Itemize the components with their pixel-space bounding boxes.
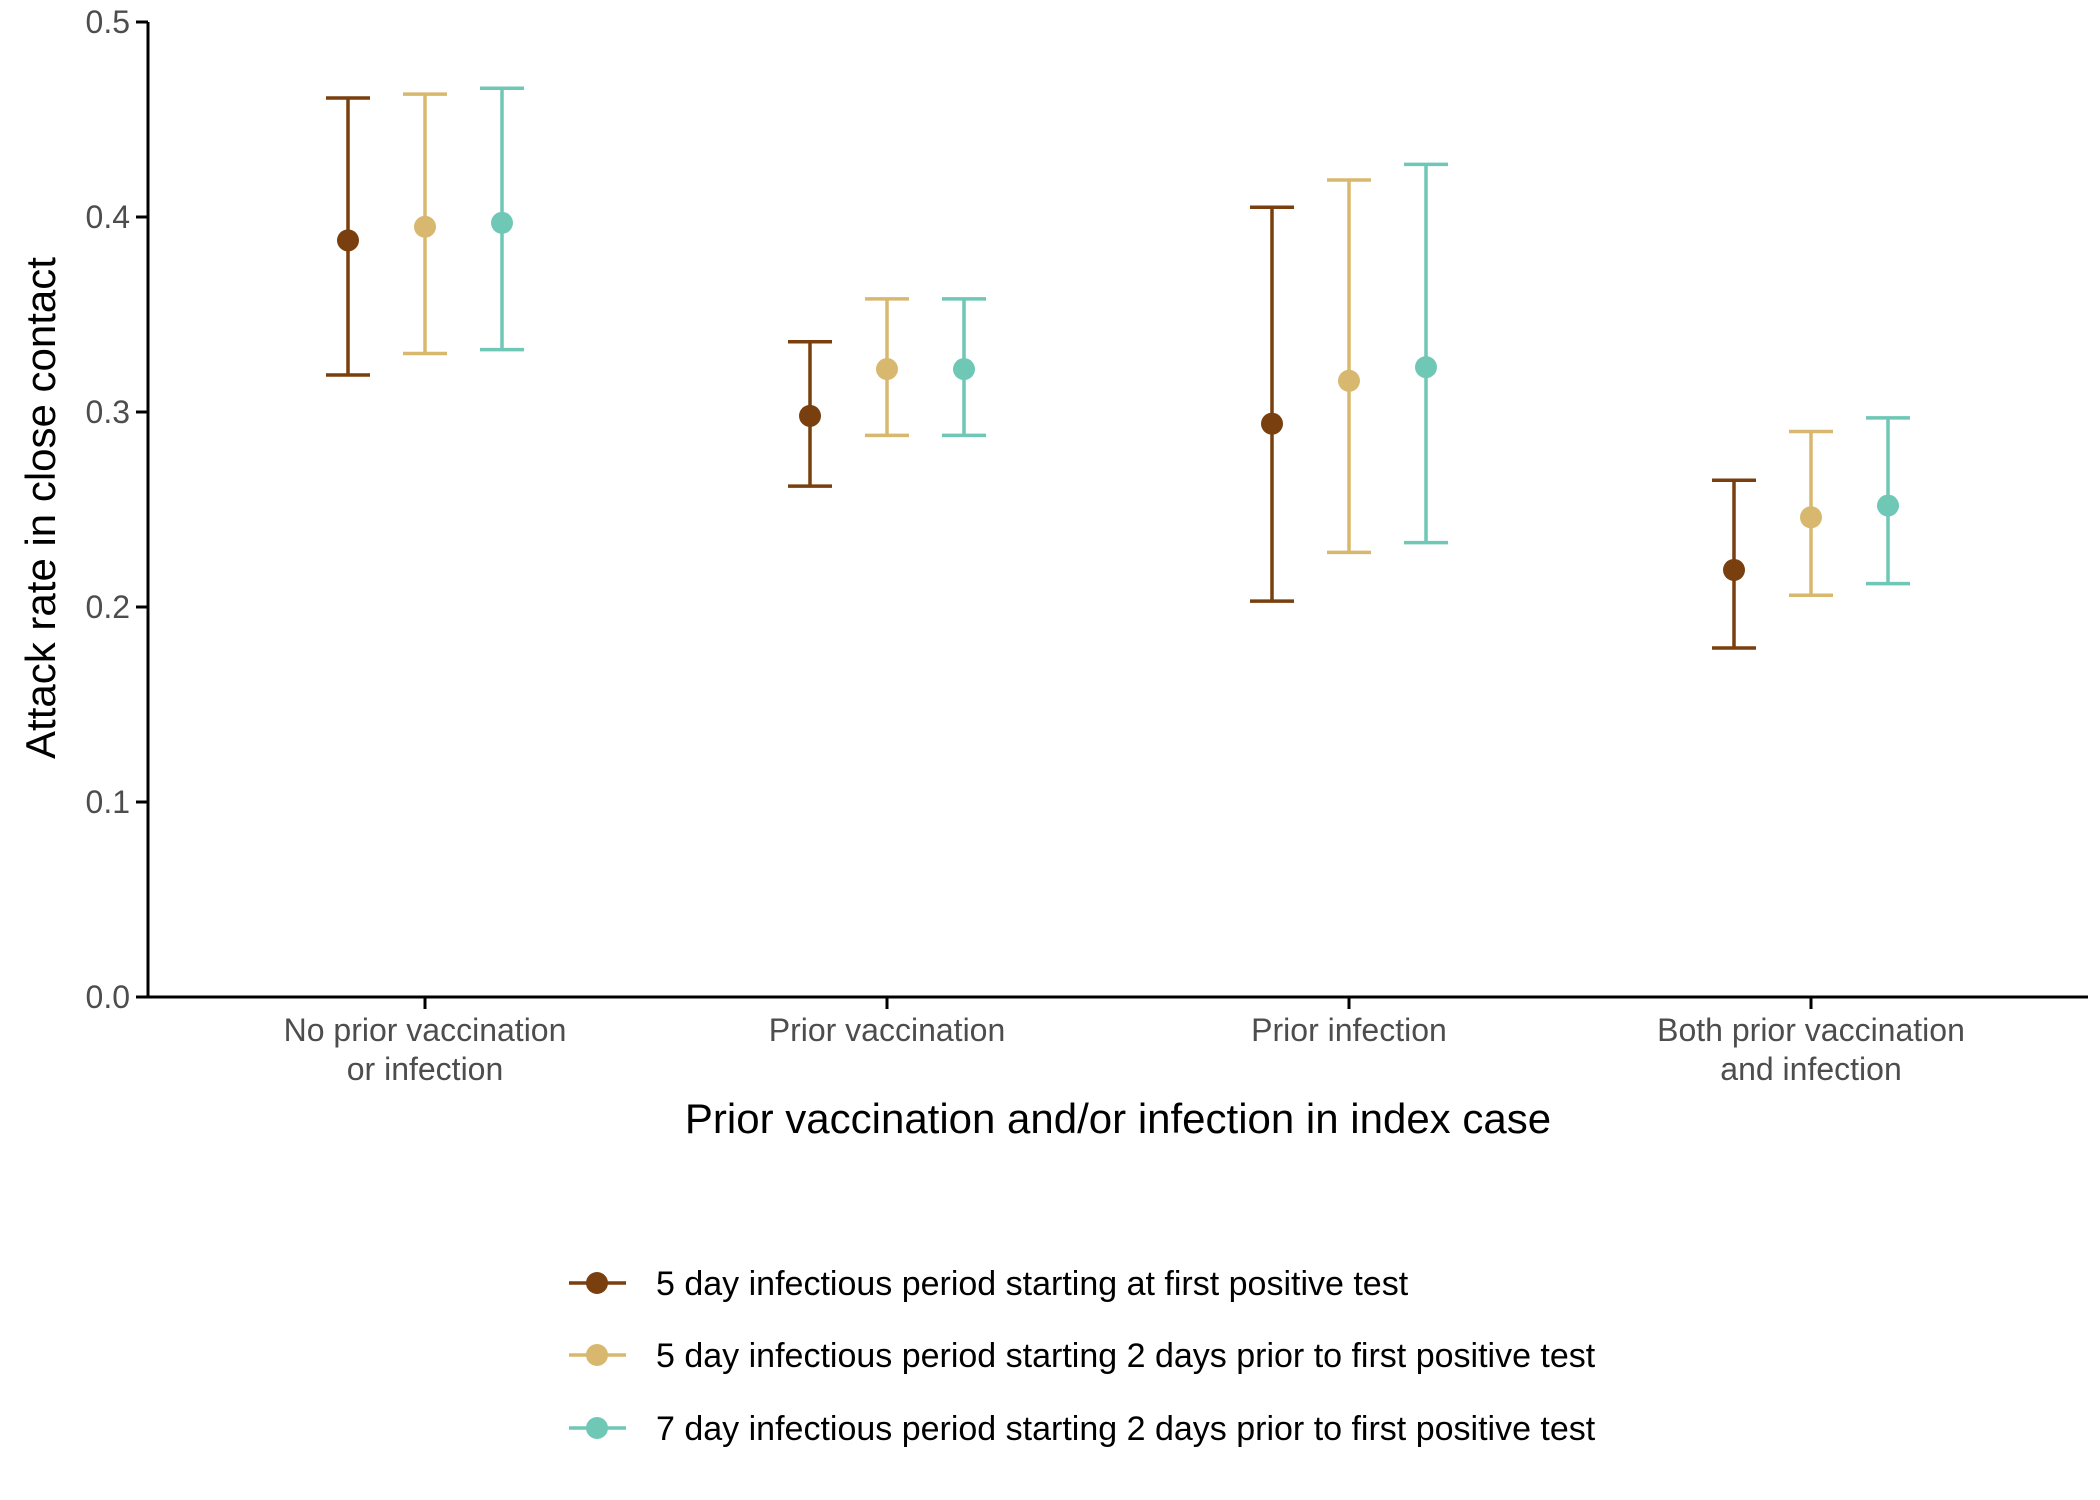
data-point <box>876 358 898 381</box>
data-point <box>1800 506 1822 529</box>
y-tick-label: 0.4 <box>86 199 130 235</box>
data-point <box>1415 356 1437 379</box>
x-tick-label: Both prior vaccination <box>1657 1012 1965 1048</box>
legend-item: 5 day infectious period starting at firs… <box>569 1265 1409 1303</box>
data-point <box>1338 369 1360 392</box>
series-1 <box>326 96 1756 650</box>
x-tick-label: Prior vaccination <box>769 1012 1006 1048</box>
legend-item: 5 day infectious period starting 2 days … <box>569 1337 1596 1375</box>
x-tick-label: or infection <box>347 1051 504 1087</box>
legend-label: 5 day infectious period starting 2 days … <box>656 1337 1596 1375</box>
y-tick-label: 0.1 <box>86 784 130 820</box>
legend-key-point <box>586 1417 608 1439</box>
data-point <box>414 215 436 238</box>
legend: 5 day infectious period starting at firs… <box>569 1265 1596 1448</box>
data-point <box>1723 558 1745 581</box>
x-tick-label: No prior vaccination <box>284 1012 567 1048</box>
legend-label: 5 day infectious period starting at firs… <box>656 1265 1409 1303</box>
x-tick-label: Prior infection <box>1251 1012 1447 1048</box>
y-tick-label: 0.0 <box>86 979 130 1015</box>
data-point <box>491 211 513 234</box>
y-axis: 0.0 0.1 0.2 0.3 0.4 0.5 Attack rate in close … <box>17 4 150 1015</box>
y-tick-label: 0.2 <box>86 589 130 625</box>
legend-label: 7 day infectious period starting 2 days … <box>656 1410 1596 1448</box>
legend-key-point <box>586 1272 608 1294</box>
x-tick-label: and infection <box>1720 1051 1901 1087</box>
series-3 <box>480 86 1910 586</box>
legend-key-point <box>586 1344 608 1366</box>
data-point <box>953 358 975 381</box>
y-tick-label: 0.3 <box>86 394 130 430</box>
data-point <box>1877 494 1899 517</box>
y-ticks: 0.0 0.1 0.2 0.3 0.4 0.5 <box>86 4 148 1015</box>
data-point <box>799 404 821 427</box>
plot-area <box>326 86 1910 650</box>
x-axis-title: Prior vaccination and/or infection in in… <box>685 1095 1551 1142</box>
legend-item: 7 day infectious period starting 2 days … <box>569 1410 1596 1448</box>
series-2 <box>403 92 1833 598</box>
data-point <box>337 229 359 252</box>
data-point <box>1261 412 1283 435</box>
y-tick-label: 0.5 <box>86 4 130 40</box>
y-axis-title: Attack rate in close contact <box>17 257 64 759</box>
